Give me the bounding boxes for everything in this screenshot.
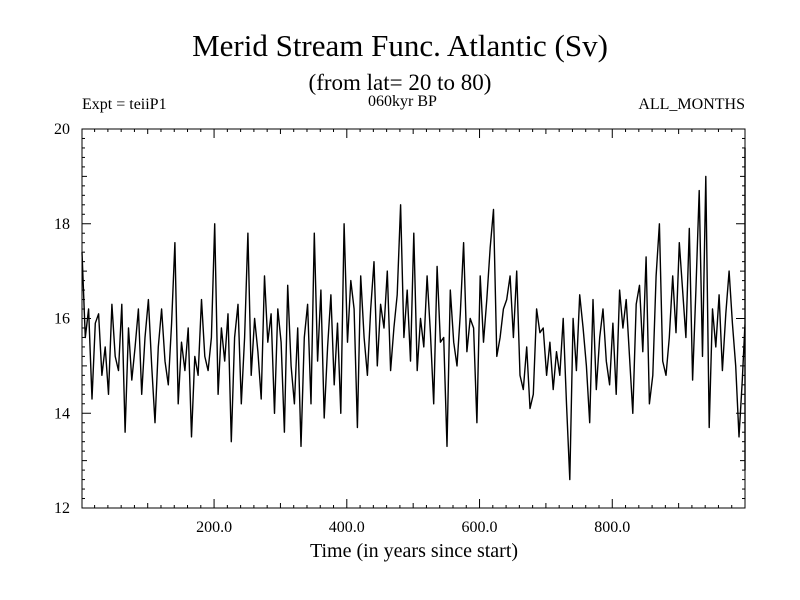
- x-tick-label: 400.0: [329, 519, 365, 536]
- y-tick-label: 14: [54, 405, 70, 422]
- x-tick-label: 600.0: [462, 519, 498, 536]
- x-tick-label: 800.0: [594, 519, 630, 536]
- period-label: 060kyr BP: [368, 93, 437, 110]
- y-tick-label: 12: [54, 500, 70, 517]
- chart-subtitle: (from lat= 20 to 80): [308, 70, 492, 95]
- y-tick-label: 20: [54, 121, 70, 138]
- plot-border: [81, 128, 746, 509]
- x-axis-label: Time (in years since start): [310, 540, 518, 562]
- x-axis: 200.0 400.0 600.0 800.0: [94, 129, 733, 536]
- series-layer: [81, 147, 746, 481]
- months-label: ALL_MONTHS: [638, 96, 745, 113]
- chart-title: Merid Stream Func. Atlantic (Sv): [192, 28, 608, 63]
- series-line-0: [81, 147, 746, 481]
- y-tick-label: 16: [54, 311, 70, 328]
- experiment-label: Expt = teiiP1: [82, 96, 167, 113]
- x-tick-label: 200.0: [196, 519, 232, 536]
- plot-frame: [81, 128, 746, 509]
- y-axis: 12 14 16 18 20: [54, 121, 745, 517]
- y-tick-label: 18: [54, 216, 70, 233]
